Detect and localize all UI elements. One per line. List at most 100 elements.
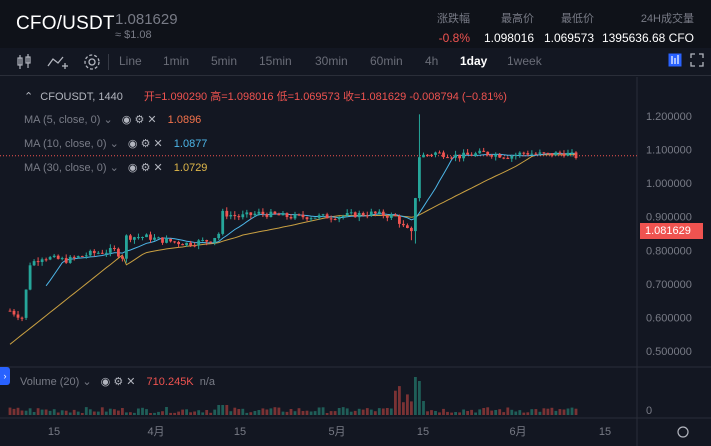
gear-icon[interactable]: ⚙ — [113, 376, 124, 388]
gear-icon[interactable]: ⚙ — [140, 138, 151, 150]
candle-body — [422, 154, 425, 158]
close-icon[interactable]: ✕ — [126, 376, 136, 388]
volume-bar — [349, 411, 353, 415]
timeframe-line[interactable]: Line — [119, 54, 142, 68]
time-axis-label: 15 — [599, 426, 611, 438]
volume-bar — [221, 405, 225, 415]
ma10-legend: MA (10, close, 0) ⌄ ◉ ⚙ ✕ 1.0877 — [24, 137, 207, 150]
gear-icon[interactable]: ⚙ — [140, 162, 151, 174]
volume-bar — [381, 408, 385, 415]
volume-bar — [562, 409, 566, 415]
price-axis-label: 1.000000 — [646, 178, 692, 190]
volume-bar — [96, 411, 100, 415]
close-icon[interactable]: ✕ — [147, 114, 157, 126]
candle-body — [510, 156, 514, 159]
volume-bar — [430, 410, 433, 415]
volume-bar — [84, 407, 88, 415]
timeframe-4h[interactable]: 4h — [425, 54, 439, 68]
candlestick-type-icon[interactable] — [14, 52, 34, 72]
timeframe-30min[interactable]: 30min — [315, 54, 348, 68]
toolbar-divider — [108, 54, 109, 70]
volume-bar — [137, 408, 140, 415]
candle-body — [462, 152, 465, 159]
volume-bar — [542, 408, 546, 415]
volume-bar — [486, 407, 490, 415]
volume-bar — [145, 409, 148, 415]
time-axis-label: 5月 — [328, 426, 345, 438]
chart-layout-icon[interactable] — [668, 53, 682, 67]
volume-bar — [197, 410, 201, 415]
timeframe-15min[interactable]: 15min — [259, 54, 292, 68]
timeframe-1day[interactable]: 1day — [460, 54, 488, 68]
candle-body — [28, 265, 32, 290]
volume-bar — [458, 412, 461, 415]
volume-bar — [410, 401, 413, 415]
indicators-icon[interactable] — [46, 52, 68, 72]
candle-body — [241, 214, 245, 218]
candle-body — [229, 215, 233, 217]
time-axis-label: 15 — [417, 426, 429, 438]
volume-bar — [466, 411, 469, 415]
volume-bar — [570, 407, 574, 415]
volume-bar — [546, 408, 550, 415]
candle-body — [518, 152, 522, 155]
candle-body — [237, 216, 241, 218]
volume-bar — [201, 412, 205, 415]
chevron-down-icon[interactable]: ⌄ — [103, 114, 113, 126]
candle-body — [269, 211, 273, 217]
volume-bar — [28, 408, 32, 415]
volume-bar — [273, 407, 277, 415]
fullscreen-icon[interactable] — [690, 53, 704, 67]
candle-body — [40, 259, 44, 262]
candle-body — [121, 256, 124, 259]
volume-bar — [121, 408, 124, 415]
candle-body — [20, 317, 24, 319]
candle-body — [498, 154, 502, 158]
chevron-down-icon[interactable]: ⌄ — [82, 376, 92, 388]
candle-body — [341, 215, 345, 217]
price-axis-label: 0.900000 — [646, 212, 692, 224]
trading-pair-title: CFO/USDT — [16, 13, 115, 34]
candle-body — [442, 152, 445, 158]
settings-gear-icon[interactable] — [82, 52, 102, 72]
timeframe-60min[interactable]: 60min — [370, 54, 403, 68]
candle-body — [129, 235, 132, 240]
close-icon[interactable]: ✕ — [153, 162, 163, 174]
volume-bar — [385, 408, 389, 415]
volume-bar — [297, 408, 301, 415]
volume-bar — [257, 410, 261, 415]
symbol-legend: ⌃ CFOUSDT, 1440 开=1.090290 高=1.098016 低=… — [24, 88, 507, 104]
volume-bar — [237, 409, 241, 415]
eye-icon[interactable]: ◉ — [127, 162, 138, 174]
time-axis-label: 6月 — [509, 426, 526, 438]
volume-bar — [20, 410, 24, 415]
volume-bar — [293, 411, 297, 415]
eye-icon[interactable]: ◉ — [100, 376, 111, 388]
candle-body — [530, 153, 534, 155]
eye-icon[interactable]: ◉ — [127, 138, 138, 150]
volume-bar — [161, 411, 164, 415]
price-chart-area[interactable]: 1.200000 1.100000 1.000000 0.900000 0.800000… — [0, 77, 711, 446]
expand-sidebar-button[interactable]: › — [0, 367, 10, 385]
volume-bar — [289, 409, 293, 415]
volume-bar — [357, 408, 361, 415]
candle-body — [301, 214, 305, 218]
timeframe-5min[interactable]: 5min — [211, 54, 238, 68]
candle-body — [197, 240, 201, 246]
candle-body — [265, 214, 269, 217]
price-axis-label: 1.200000 — [646, 111, 692, 123]
volume-bar — [389, 408, 393, 415]
timeframe-1min[interactable]: 1min — [163, 54, 190, 68]
gear-icon[interactable]: ⚙ — [134, 114, 145, 126]
volume-value: 710.245K — [146, 376, 194, 388]
candle-body — [133, 237, 136, 240]
candlestick-chart[interactable]: 1.200000 1.100000 1.000000 0.900000 0.800000… — [0, 77, 711, 446]
collapse-legend-icon[interactable]: ⌃ — [24, 91, 34, 103]
chevron-down-icon[interactable]: ⌄ — [109, 162, 119, 174]
chevron-down-icon[interactable]: ⌄ — [109, 138, 119, 150]
eye-icon[interactable]: ◉ — [121, 114, 132, 126]
close-icon[interactable]: ✕ — [153, 138, 163, 150]
timeframe-1week[interactable]: 1week — [507, 54, 542, 68]
candle-body — [430, 154, 433, 156]
time-axis-label: 15 — [234, 426, 246, 438]
